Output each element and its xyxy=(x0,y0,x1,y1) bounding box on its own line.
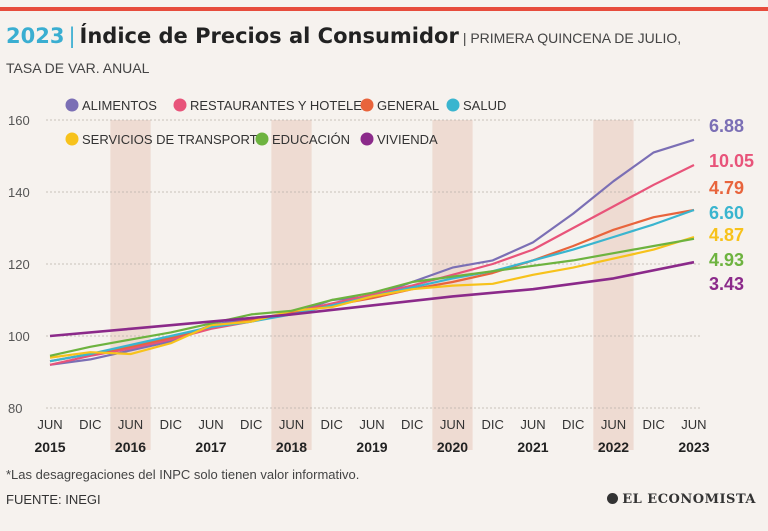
series-line-educaci-n xyxy=(49,237,695,357)
legend-marker xyxy=(255,132,269,146)
y-tick-label: 140 xyxy=(8,185,30,200)
end-value-label: 4.87 xyxy=(709,225,744,245)
x-tick-label: DIC xyxy=(401,417,423,432)
x-tick-label: DIC xyxy=(240,417,262,432)
legend-marker xyxy=(65,132,79,146)
x-tick-label: JUN xyxy=(37,417,62,432)
legend-label: RESTAURANTES Y HOTELES xyxy=(190,98,371,113)
x-year-label: 2017 xyxy=(195,439,226,455)
end-value-label: 6.88 xyxy=(709,116,744,136)
y-tick-label: 80 xyxy=(8,401,22,416)
legend-marker xyxy=(360,132,374,146)
x-tick-label: DIC xyxy=(562,417,584,432)
page-title: Índice de Precios al Consumidor xyxy=(79,24,459,48)
header-separator: | xyxy=(68,24,76,48)
x-tick-label: JUN xyxy=(359,417,384,432)
series-line-servicios-de-transporte xyxy=(49,235,695,359)
x-year-label: 2022 xyxy=(598,439,629,455)
x-year-label: 2020 xyxy=(437,439,468,455)
series-line-vivienda xyxy=(49,260,695,338)
end-value-label: 4.79 xyxy=(709,178,744,198)
x-tick-label: DIC xyxy=(79,417,101,432)
x-tick-label: DIC xyxy=(643,417,665,432)
end-value-label: 6.60 xyxy=(709,203,744,223)
x-year-label: 2019 xyxy=(356,439,387,455)
legend-marker xyxy=(65,98,79,112)
x-tick-label: JUN xyxy=(440,417,465,432)
end-value-label: 10.05 xyxy=(709,151,754,171)
x-year-label: 2023 xyxy=(678,439,709,455)
subtitle-line-2: TASA DE VAR. ANUAL xyxy=(6,60,150,76)
shaded-band-1 xyxy=(271,120,312,450)
legend-marker xyxy=(446,98,460,112)
x-tick-label: JUN xyxy=(279,417,304,432)
x-year-label: 2021 xyxy=(517,439,548,455)
x-tick-label: DIC xyxy=(482,417,504,432)
y-tick-label: 100 xyxy=(8,329,30,344)
series-line-restaurantes-y-hoteles xyxy=(49,164,695,366)
y-tick-label: 120 xyxy=(8,257,30,272)
legend-label: EDUCACIÓN xyxy=(272,132,350,147)
x-tick-label: JUN xyxy=(198,417,223,432)
end-value-label: 3.43 xyxy=(709,274,744,294)
x-year-label: 2018 xyxy=(276,439,307,455)
legend-label: GENERAL xyxy=(377,98,439,113)
legend-label: ALIMENTOS xyxy=(82,98,157,113)
x-tick-label: DIC xyxy=(321,417,343,432)
logo-mark-icon xyxy=(607,493,619,504)
x-tick-label: JUN xyxy=(601,417,626,432)
x-tick-label: DIC xyxy=(160,417,182,432)
top-accent-bar xyxy=(0,7,768,11)
series-line-general xyxy=(49,208,695,363)
subtitle-line-1: | PRIMERA QUINCENA DE JULIO, xyxy=(462,30,682,46)
header-year: 2023 xyxy=(6,24,65,48)
y-tick-label: 160 xyxy=(8,113,30,128)
x-tick-label: JUN xyxy=(681,417,706,432)
legend-marker xyxy=(360,98,374,112)
x-year-label: 2016 xyxy=(115,439,146,455)
source: FUENTE: INEGI xyxy=(6,492,101,507)
publisher-logo: EL ECONOMISTA xyxy=(607,492,756,507)
footnote: *Las desagregaciones del INPC solo tiene… xyxy=(6,467,360,482)
x-tick-label: JUN xyxy=(520,417,545,432)
x-year-label: 2015 xyxy=(34,439,65,455)
legend-label: SALUD xyxy=(463,98,506,113)
legend-label: SERVICIOS DE TRANSPORTE xyxy=(82,132,267,147)
logo-text: EL ECONOMISTA xyxy=(622,492,756,507)
end-value-label: 4.93 xyxy=(709,250,744,270)
legend-label: VIVIENDA xyxy=(377,132,438,147)
x-tick-label: JUN xyxy=(118,417,143,432)
legend-marker xyxy=(173,98,187,112)
shaded-band-0 xyxy=(110,120,151,450)
shaded-band-3 xyxy=(593,120,634,450)
header: 2023 | Índice de Precios al Consumidor | PR… xyxy=(6,24,681,48)
